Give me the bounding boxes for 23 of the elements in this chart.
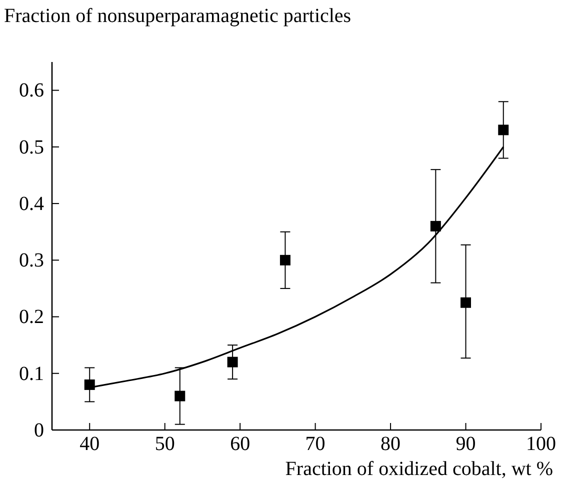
y-tick-label: 0.1 bbox=[19, 362, 44, 385]
point bbox=[460, 297, 472, 308]
point bbox=[430, 220, 441, 232]
x-tick-label: 90 bbox=[456, 433, 476, 456]
point bbox=[174, 390, 186, 402]
y-tick-label: 0 bbox=[34, 419, 44, 442]
x-tick-label: 100 bbox=[526, 433, 556, 456]
y-tick-label: 0.2 bbox=[19, 306, 44, 328]
x-tick-label: 50 bbox=[154, 433, 175, 456]
y-tick-label: 0.3 bbox=[19, 250, 44, 272]
y-axis-title: Fraction of nonsuperparamagnetic particles bbox=[4, 5, 352, 27]
x-axis-title: Fraction of oxidized cobalt, wt % bbox=[285, 458, 553, 480]
x-tick-label: 40 bbox=[80, 433, 100, 456]
point bbox=[498, 124, 509, 136]
y-tick-label: 0.4 bbox=[19, 192, 44, 215]
x-tick-label: 80 bbox=[380, 433, 401, 456]
x-tick-label: 60 bbox=[230, 433, 250, 456]
y-tick-label: 0.6 bbox=[19, 80, 44, 102]
point bbox=[227, 356, 238, 368]
point bbox=[84, 379, 95, 390]
x-tick-label: 70 bbox=[305, 433, 326, 456]
point bbox=[280, 254, 290, 266]
y-tick-label: 0.5 bbox=[19, 136, 44, 158]
